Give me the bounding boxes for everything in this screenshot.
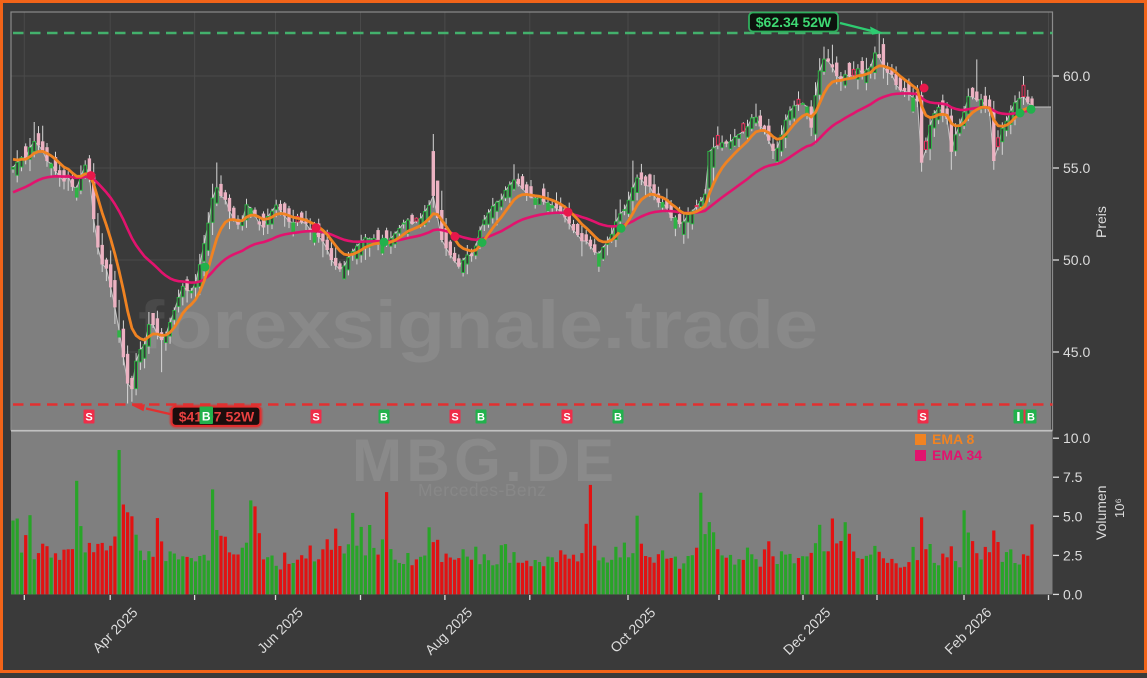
svg-text:$41.97 52W: $41.97 52W (179, 409, 255, 425)
svg-text:forexsignale.trade: forexsignale.trade (138, 287, 818, 363)
svg-text:B: B (477, 412, 485, 424)
svg-text:10⁶: 10⁶ (1112, 498, 1127, 518)
svg-text:EMA 34: EMA 34 (932, 447, 982, 463)
svg-text:60.0: 60.0 (1063, 68, 1090, 84)
svg-text:10.0: 10.0 (1063, 430, 1090, 446)
svg-text:S: S (451, 412, 458, 424)
svg-text:B: B (1027, 412, 1035, 424)
svg-text:$62.34 52W: $62.34 52W (756, 14, 832, 30)
svg-text:45.0: 45.0 (1063, 344, 1090, 360)
svg-text:55.0: 55.0 (1063, 160, 1090, 176)
svg-text:S: S (563, 412, 570, 424)
svg-text:B: B (380, 412, 388, 424)
svg-text:S: S (312, 412, 319, 424)
svg-text:EMA 8: EMA 8 (932, 431, 974, 447)
svg-text:50.0: 50.0 (1063, 252, 1090, 268)
svg-text:Volumen: Volumen (1093, 486, 1109, 540)
svg-text:B: B (202, 410, 211, 424)
svg-text:S: S (919, 412, 926, 424)
svg-text:Mercedes-Benz: Mercedes-Benz (418, 480, 546, 500)
svg-text:B: B (614, 412, 622, 424)
svg-text:Preis: Preis (1093, 206, 1109, 238)
svg-text:0.0: 0.0 (1063, 586, 1083, 602)
svg-text:7.5: 7.5 (1063, 469, 1083, 485)
svg-text:5.0: 5.0 (1063, 508, 1083, 524)
svg-text:2.5: 2.5 (1063, 547, 1083, 563)
svg-text:S: S (85, 412, 92, 424)
